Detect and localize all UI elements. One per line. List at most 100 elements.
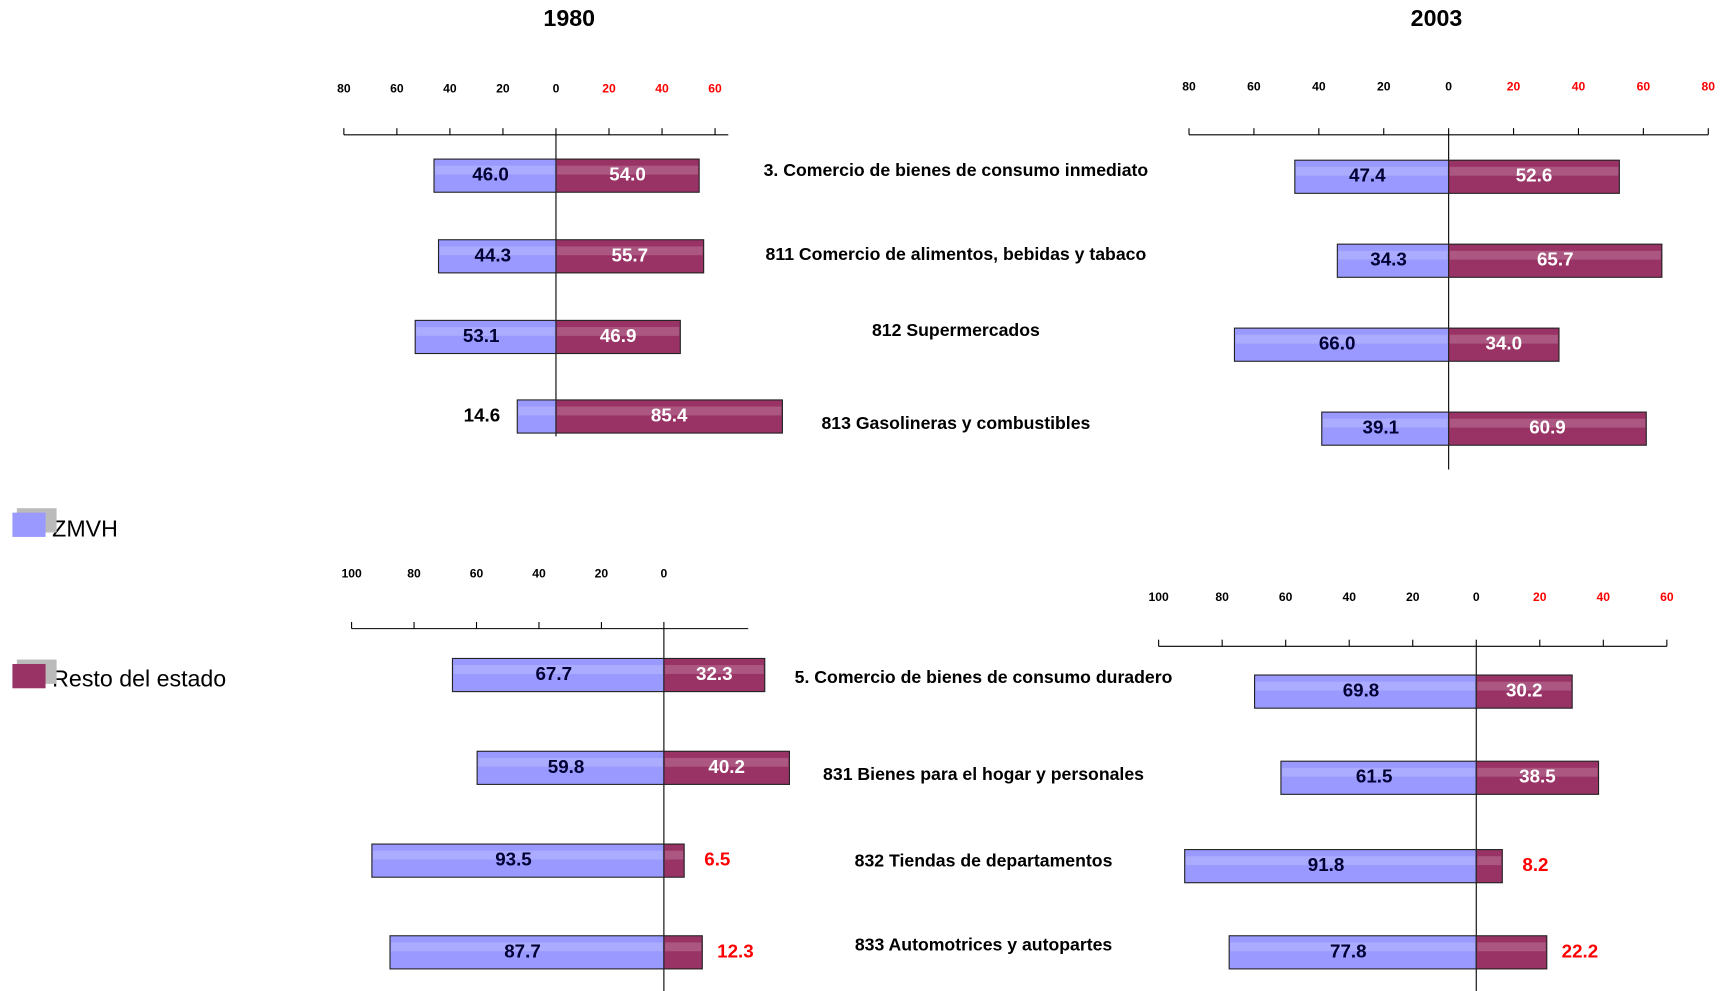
category-label: 813 Gasolineras y combustibles bbox=[821, 413, 1090, 433]
x-tick-label: 100 bbox=[1149, 590, 1170, 604]
value-label: 61.5 bbox=[1356, 766, 1393, 787]
x-tick-label: 20 bbox=[1533, 590, 1547, 604]
bar bbox=[516, 399, 557, 434]
chart-title: 1980 bbox=[543, 5, 595, 31]
value-label: 52.6 bbox=[1516, 165, 1553, 186]
bar-shine bbox=[1295, 166, 1448, 176]
bar bbox=[371, 843, 665, 878]
value-label: 8.2 bbox=[1522, 854, 1548, 875]
x-tick-label: 40 bbox=[1342, 590, 1356, 604]
category-label: 811 Comercio de alimentos, bebidas y tab… bbox=[766, 244, 1147, 264]
bar-shine bbox=[518, 406, 555, 416]
x-tick-label: 60 bbox=[390, 82, 404, 96]
bar-shine bbox=[435, 165, 555, 175]
category-label: 833 Automotrices y autopartes bbox=[855, 934, 1113, 954]
x-tick-label: 80 bbox=[1215, 590, 1229, 604]
bar bbox=[555, 319, 681, 355]
legend-label: Resto del estado bbox=[52, 666, 226, 692]
x-tick-label: 80 bbox=[1182, 79, 1196, 93]
value-label: 39.1 bbox=[1363, 417, 1400, 438]
legend-swatch bbox=[12, 512, 46, 537]
bar bbox=[663, 935, 703, 970]
category-label: 3. Comercio de bienes de consumo inmedia… bbox=[764, 160, 1149, 180]
bar-shine bbox=[372, 850, 663, 860]
bar bbox=[1448, 327, 1560, 362]
bar-shine bbox=[664, 757, 789, 767]
bar-shine bbox=[1235, 334, 1448, 344]
bar-shine bbox=[1477, 942, 1546, 952]
bar bbox=[1475, 674, 1573, 709]
value-label: 77.8 bbox=[1330, 940, 1367, 961]
bar bbox=[555, 239, 705, 274]
category-label: 832 Tiendas de departamentos bbox=[855, 850, 1113, 870]
value-label: 59.8 bbox=[548, 756, 585, 777]
value-label: 46.9 bbox=[600, 325, 637, 346]
bar-shine bbox=[1185, 856, 1476, 866]
value-label: 54.0 bbox=[609, 164, 646, 185]
value-label: 40.2 bbox=[708, 756, 745, 777]
bar bbox=[476, 750, 665, 785]
x-tick-label: 40 bbox=[1597, 590, 1611, 604]
value-label: 53.1 bbox=[463, 325, 500, 346]
value-label: 60.9 bbox=[1529, 417, 1566, 438]
value-label: 55.7 bbox=[612, 244, 649, 265]
x-tick-label: 60 bbox=[1247, 79, 1261, 93]
x-tick-label: 40 bbox=[655, 82, 669, 96]
value-label: 34.0 bbox=[1486, 333, 1523, 354]
bar-shine bbox=[453, 665, 663, 674]
category-label: 831 Bienes para el hogar y personales bbox=[823, 764, 1144, 784]
x-tick-label: 40 bbox=[443, 82, 457, 96]
bar-shine bbox=[557, 327, 680, 336]
value-label: 22.2 bbox=[1562, 940, 1599, 961]
chart-title: 2003 bbox=[1411, 5, 1463, 31]
value-label: 32.3 bbox=[696, 663, 733, 684]
value-label: 12.3 bbox=[717, 940, 754, 961]
value-label: 69.8 bbox=[1343, 680, 1380, 701]
value-label: 91.8 bbox=[1308, 854, 1345, 875]
bar bbox=[1475, 760, 1600, 795]
x-tick-label: 80 bbox=[337, 82, 351, 96]
bar bbox=[1448, 159, 1620, 194]
x-tick-label: 60 bbox=[1660, 590, 1674, 604]
bar-shine bbox=[1255, 681, 1476, 691]
bar-shine bbox=[1449, 334, 1558, 344]
bar-shine bbox=[416, 327, 555, 336]
bar bbox=[1448, 243, 1663, 278]
x-tick-label: 80 bbox=[407, 567, 421, 581]
x-tick-label: 20 bbox=[595, 567, 609, 581]
bar-shine bbox=[1230, 942, 1476, 952]
bar bbox=[1475, 935, 1548, 970]
bar-shine bbox=[664, 942, 702, 952]
x-tick-label: 20 bbox=[1507, 79, 1521, 93]
bar-shine bbox=[557, 165, 699, 175]
x-tick-label: 20 bbox=[496, 82, 510, 96]
value-label: 34.3 bbox=[1370, 249, 1407, 270]
x-tick-label: 60 bbox=[1279, 590, 1293, 604]
x-tick-label: 20 bbox=[602, 82, 616, 96]
bar-shine bbox=[1477, 681, 1572, 691]
bar bbox=[1448, 411, 1647, 446]
x-tick-label: 0 bbox=[1473, 590, 1480, 604]
bar bbox=[663, 657, 766, 693]
x-tick-label: 0 bbox=[661, 567, 668, 581]
x-tick-label: 100 bbox=[341, 567, 362, 581]
value-label: 66.0 bbox=[1319, 333, 1356, 354]
bar bbox=[1336, 243, 1450, 278]
value-label: 85.4 bbox=[651, 404, 688, 425]
x-tick-label: 40 bbox=[1312, 79, 1326, 93]
bar bbox=[1475, 849, 1503, 884]
bar bbox=[1321, 411, 1450, 446]
value-label: 87.7 bbox=[504, 940, 541, 961]
value-label: 46.0 bbox=[472, 164, 509, 185]
bar bbox=[433, 158, 557, 193]
x-tick-label: 40 bbox=[532, 567, 546, 581]
value-label: 14.6 bbox=[464, 404, 501, 425]
value-label: 6.5 bbox=[704, 849, 730, 870]
bar bbox=[437, 239, 557, 274]
x-tick-label: 20 bbox=[1406, 590, 1420, 604]
legend-swatch bbox=[12, 663, 46, 689]
bar-shine bbox=[1477, 856, 1502, 866]
value-label: 47.4 bbox=[1349, 165, 1386, 186]
bar-shine bbox=[1322, 418, 1448, 428]
bar-shine bbox=[557, 406, 782, 416]
